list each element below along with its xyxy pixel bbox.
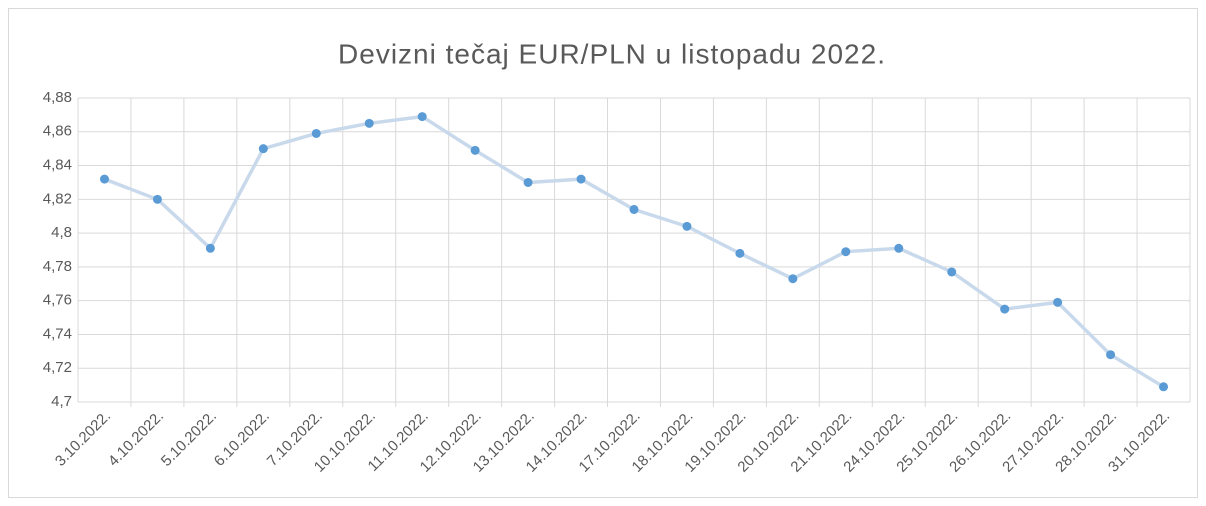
data-point (947, 267, 957, 277)
y-tick-label: 4,76 (43, 292, 72, 309)
data-point (205, 243, 215, 253)
data-point (364, 118, 374, 128)
data-point (576, 174, 586, 184)
data-point (841, 247, 851, 257)
y-tick-label: 4,86 (43, 123, 72, 140)
data-point (470, 145, 480, 155)
data-point (788, 274, 798, 284)
chart-border (8, 8, 1198, 498)
data-point (311, 128, 321, 138)
y-tick-label: 4,8 (51, 224, 72, 241)
data-point (682, 221, 692, 231)
y-tick-label: 4,7 (51, 393, 72, 410)
data-point (1053, 297, 1063, 307)
y-tick-label: 4,88 (43, 89, 72, 106)
data-point (99, 174, 109, 184)
data-point (629, 204, 639, 214)
data-point (1106, 350, 1116, 360)
y-tick-label: 4,74 (43, 325, 72, 342)
data-point (1159, 382, 1169, 392)
data-point (417, 112, 427, 122)
data-point (152, 194, 162, 204)
data-point (894, 243, 904, 253)
y-tick-label: 4,78 (43, 258, 72, 275)
data-point (523, 177, 533, 187)
chart-title: Devizni tečaj EUR/PLN u listopadu 2022. (338, 38, 886, 69)
y-tick-label: 4,72 (43, 359, 72, 376)
data-point (1000, 304, 1010, 314)
data-point (258, 144, 268, 154)
y-tick-label: 4,82 (43, 190, 72, 207)
y-tick-label: 4,84 (43, 157, 72, 174)
data-point (735, 248, 745, 258)
